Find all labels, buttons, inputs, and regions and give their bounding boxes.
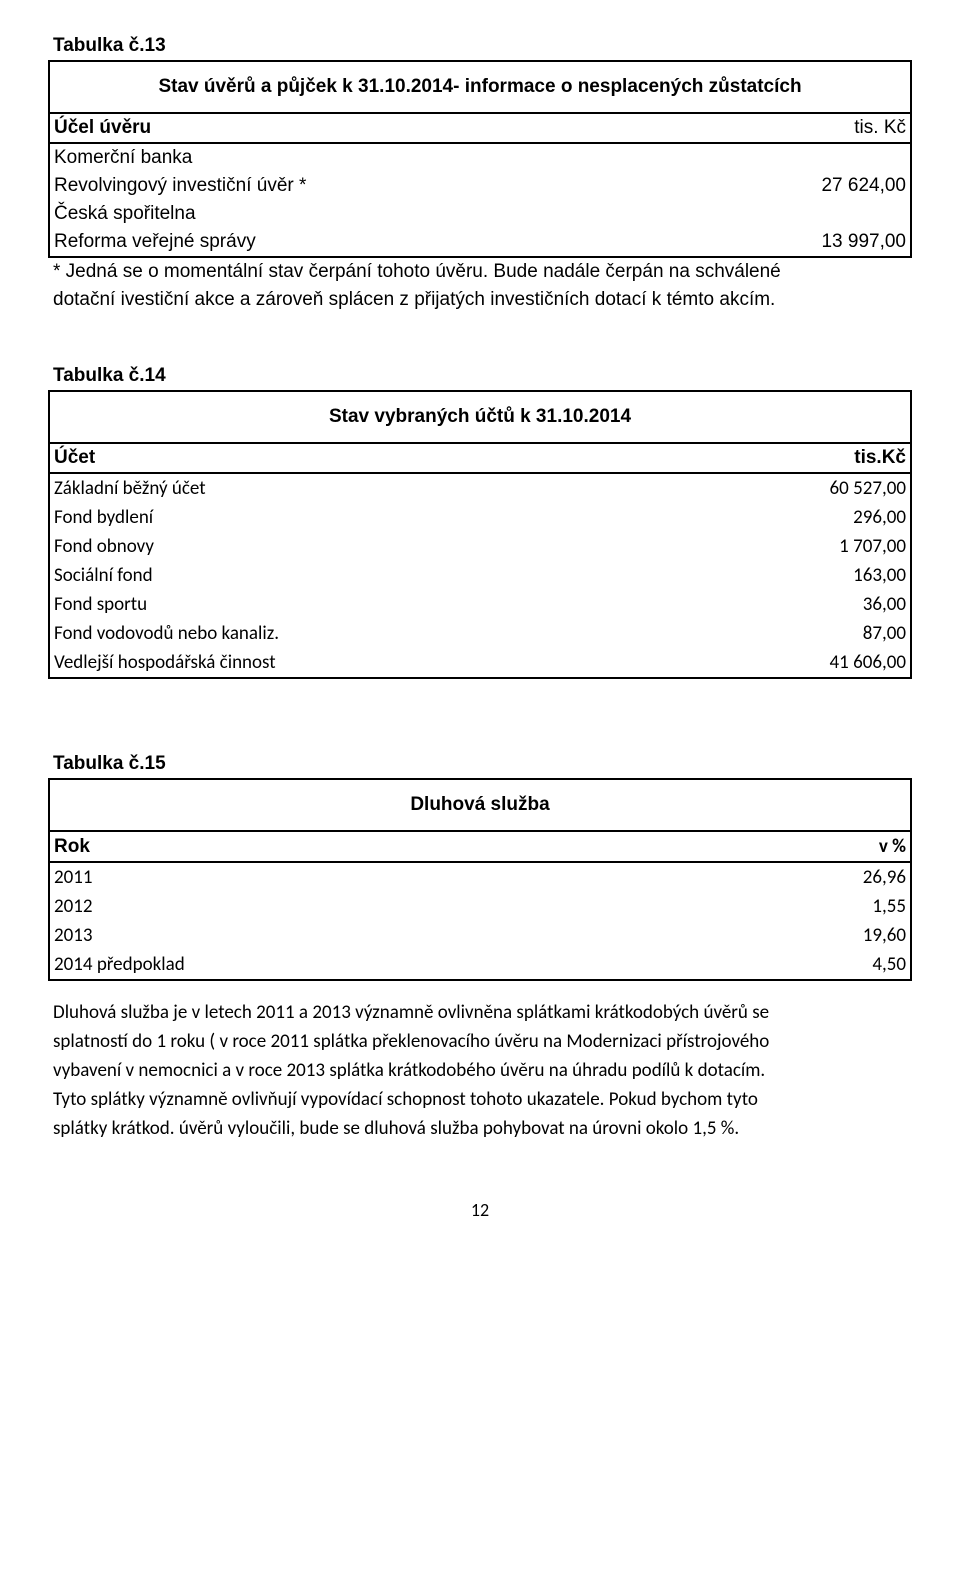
t15-h-right: v %	[803, 831, 911, 862]
t15-note-3: Tyto splátky významně ovlivňují vypovída…	[49, 1085, 911, 1114]
t13-h-right: tis. Kč	[803, 113, 911, 143]
t13-title: Stav úvěrů a půjček k 31.10.2014- inform…	[49, 61, 911, 113]
t13-r0-v	[803, 143, 911, 172]
t15-r0-v: 26,96	[803, 862, 911, 892]
t14-r4-l: Fond sportu	[49, 590, 372, 619]
t14-r3-l: Sociální fond	[49, 561, 372, 590]
t14-r2-l: Fond obnovy	[49, 532, 372, 561]
t15-h-left: Rok	[49, 831, 157, 862]
page-number: 12	[48, 1199, 912, 1221]
t14-r3-v: 163,00	[803, 561, 911, 590]
table-14: Tabulka č.14 Stav vybraných účtů k 31.10…	[48, 362, 912, 750]
t14-r2-v: 1 707,00	[803, 532, 911, 561]
t14-r1-l: Fond bydlení	[49, 503, 372, 532]
t15-note-1: splatností do 1 roku ( v roce 2011 splát…	[49, 1027, 911, 1056]
t15-r3-l: 2014 předpoklad	[49, 950, 265, 980]
t15-r1-l: 2012	[49, 892, 265, 921]
t14-r5-v: 87,00	[803, 619, 911, 648]
t14-r6-v: 41 606,00	[803, 648, 911, 678]
t14-h-right: tis.Kč	[803, 443, 911, 473]
t13-r2-v	[803, 200, 911, 228]
t14-r6-l: Vedlejší hospodářská činnost	[49, 648, 372, 678]
t13-r3-v: 13 997,00	[803, 228, 911, 257]
t13-r2-l: Česká spořitelna	[49, 200, 372, 228]
t15-r2-v: 19,60	[803, 921, 911, 950]
t15-r3-v: 4,50	[803, 950, 911, 980]
t14-r0-l: Základní běžný účet	[49, 473, 372, 503]
t15-r2-l: 2013	[49, 921, 265, 950]
t13-r3-l: Reforma veřejné správy	[49, 228, 372, 257]
t13-note-1: dotační ivestiční akce a zároveň splácen…	[49, 286, 911, 314]
t14-r5-l: Fond vodovodů nebo kanaliz.	[49, 619, 372, 648]
t13-r1-v: 27 624,00	[803, 172, 911, 200]
t14-label: Tabulka č.14	[49, 362, 372, 391]
t13-h-left: Účel úvěru	[49, 113, 265, 143]
table-13: Tabulka č.13 Stav úvěrů a půjček k 31.10…	[48, 32, 912, 362]
t13-note-0: * Jedná se o momentální stav čerpání toh…	[49, 257, 911, 286]
t14-r1-v: 296,00	[803, 503, 911, 532]
t15-note-0: Dluhová služba je v letech 2011 a 2013 v…	[49, 998, 911, 1027]
t15-title: Dluhová služba	[49, 779, 911, 831]
t15-r0-l: 2011	[49, 862, 265, 892]
t14-r0-v: 60 527,00	[803, 473, 911, 503]
t15-r1-v: 1,55	[803, 892, 911, 921]
t13-label: Tabulka č.13	[49, 32, 372, 61]
t13-r0-l: Komerční banka	[49, 143, 372, 172]
t14-title: Stav vybraných účtů k 31.10.2014	[49, 391, 911, 443]
t15-note-4: splátky krátkod. úvěrů vyloučili, bude s…	[49, 1114, 911, 1143]
t14-h-left: Účet	[49, 443, 157, 473]
t13-r1-l: Revolvingový investiční úvěr *	[49, 172, 372, 200]
t15-label: Tabulka č.15	[49, 750, 372, 779]
t15-note-2: vybavení v nemocnici a v roce 2013 splát…	[49, 1056, 911, 1085]
table-15: Tabulka č.15 Dluhová služba Rok v % 2011…	[48, 750, 912, 1143]
t14-r4-v: 36,00	[803, 590, 911, 619]
